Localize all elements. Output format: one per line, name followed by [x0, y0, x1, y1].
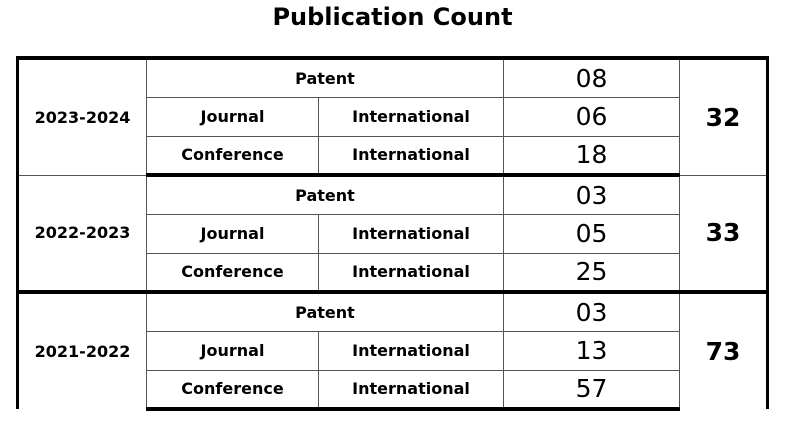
count-cell: 57 — [503, 369, 680, 411]
total-cell: 33 — [679, 174, 768, 294]
publication-count-table: 2023-2024 Patent 08 32 Journal Internati… — [16, 56, 769, 411]
count-cell: 08 — [503, 57, 680, 98]
count-cell: 06 — [503, 96, 680, 137]
publication-scope-cell: International — [318, 330, 504, 371]
year-cell: 2023-2024 — [17, 57, 147, 176]
publication-scope-cell: International — [318, 135, 504, 177]
publication-type-cell: Journal — [146, 96, 319, 137]
publication-type-cell: Conference — [146, 135, 319, 177]
count-cell: 05 — [503, 213, 680, 254]
table-row: Journal International 05 — [18, 213, 768, 254]
table-row: 2023-2024 Patent 08 32 — [17, 57, 768, 176]
publication-type-cell: Conference — [146, 252, 319, 294]
table-row: Conference International 18 — [18, 135, 768, 177]
total-cell: 32 — [679, 57, 768, 176]
table-row: 2021-2022 Patent 03 73 — [17, 291, 768, 409]
publication-type-cell: Patent — [146, 291, 504, 332]
count-cell: 25 — [503, 252, 680, 294]
count-cell: 03 — [503, 291, 680, 332]
publication-type-cell: Conference — [146, 369, 319, 411]
table-row: 2022-2023 Patent 03 33 — [17, 174, 768, 294]
table-row: Journal International 06 — [18, 96, 768, 137]
table-row: Conference International 25 — [18, 252, 768, 294]
count-cell: 03 — [503, 174, 680, 215]
publication-scope-cell: International — [318, 96, 504, 137]
publication-type-cell: Patent — [146, 57, 504, 98]
page-title: Publication Count — [272, 3, 513, 31]
year-cell: 2021-2022 — [17, 291, 147, 409]
publication-scope-cell: International — [318, 369, 504, 411]
count-cell: 18 — [503, 135, 680, 177]
year-cell: 2022-2023 — [17, 174, 147, 294]
publication-type-cell: Journal — [146, 213, 319, 254]
count-cell: 13 — [503, 330, 680, 371]
table-row: Conference International 57 — [18, 369, 768, 411]
publication-scope-cell: International — [318, 252, 504, 294]
publication-type-cell: Patent — [146, 174, 504, 215]
total-cell: 73 — [679, 291, 768, 409]
publication-type-cell: Journal — [146, 330, 319, 371]
publication-scope-cell: International — [318, 213, 504, 254]
